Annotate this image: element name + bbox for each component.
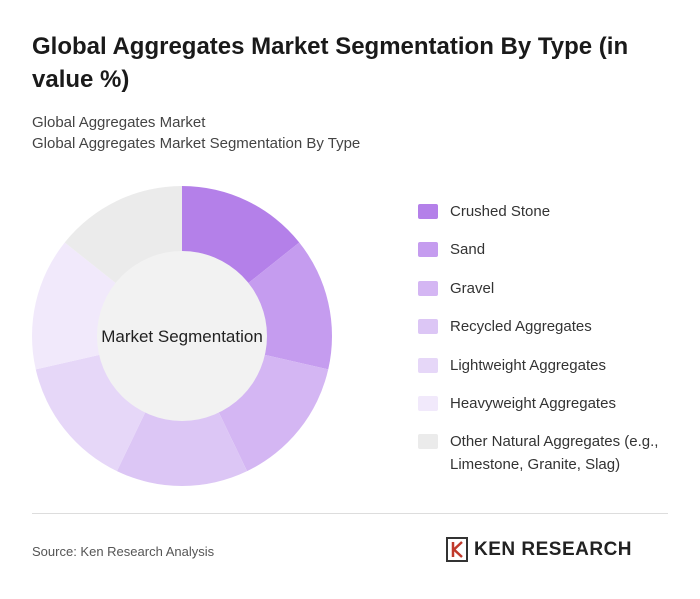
legend-label: Heavyweight Aggregates — [450, 395, 616, 412]
legend-label: Crushed Stone — [450, 203, 551, 220]
legend-label: Recycled Aggregates — [450, 318, 592, 335]
legend-swatch — [418, 396, 438, 411]
donut-chart: Market Segmentation — [32, 186, 332, 486]
legend-swatch — [418, 319, 438, 334]
brand-icon — [446, 537, 468, 562]
subtitle: Global Aggregates Market Segmentation By… — [32, 135, 361, 152]
legend-swatch — [418, 242, 438, 257]
legend-label: Gravel — [450, 280, 495, 297]
divider — [32, 513, 668, 514]
legend-label: Other Natural Aggregates (e.g., Limeston… — [450, 433, 659, 473]
legend-swatch — [418, 434, 438, 449]
chart-title: Global Aggregates Market Segmentation By… — [32, 33, 629, 93]
legend-label: Sand — [450, 241, 486, 258]
legend-swatch — [418, 358, 438, 373]
legend-label: Lightweight Aggregates — [450, 357, 606, 374]
subtitle: Global Aggregates Market — [32, 114, 206, 131]
center-label: Market Segmentation — [101, 327, 263, 346]
brand: KEN RESEARCH — [474, 539, 633, 560]
legend-swatch — [418, 204, 438, 219]
source: Source: Ken Research Analysis — [32, 544, 215, 559]
donut-hole — [97, 251, 267, 421]
legend-swatch — [418, 281, 438, 296]
